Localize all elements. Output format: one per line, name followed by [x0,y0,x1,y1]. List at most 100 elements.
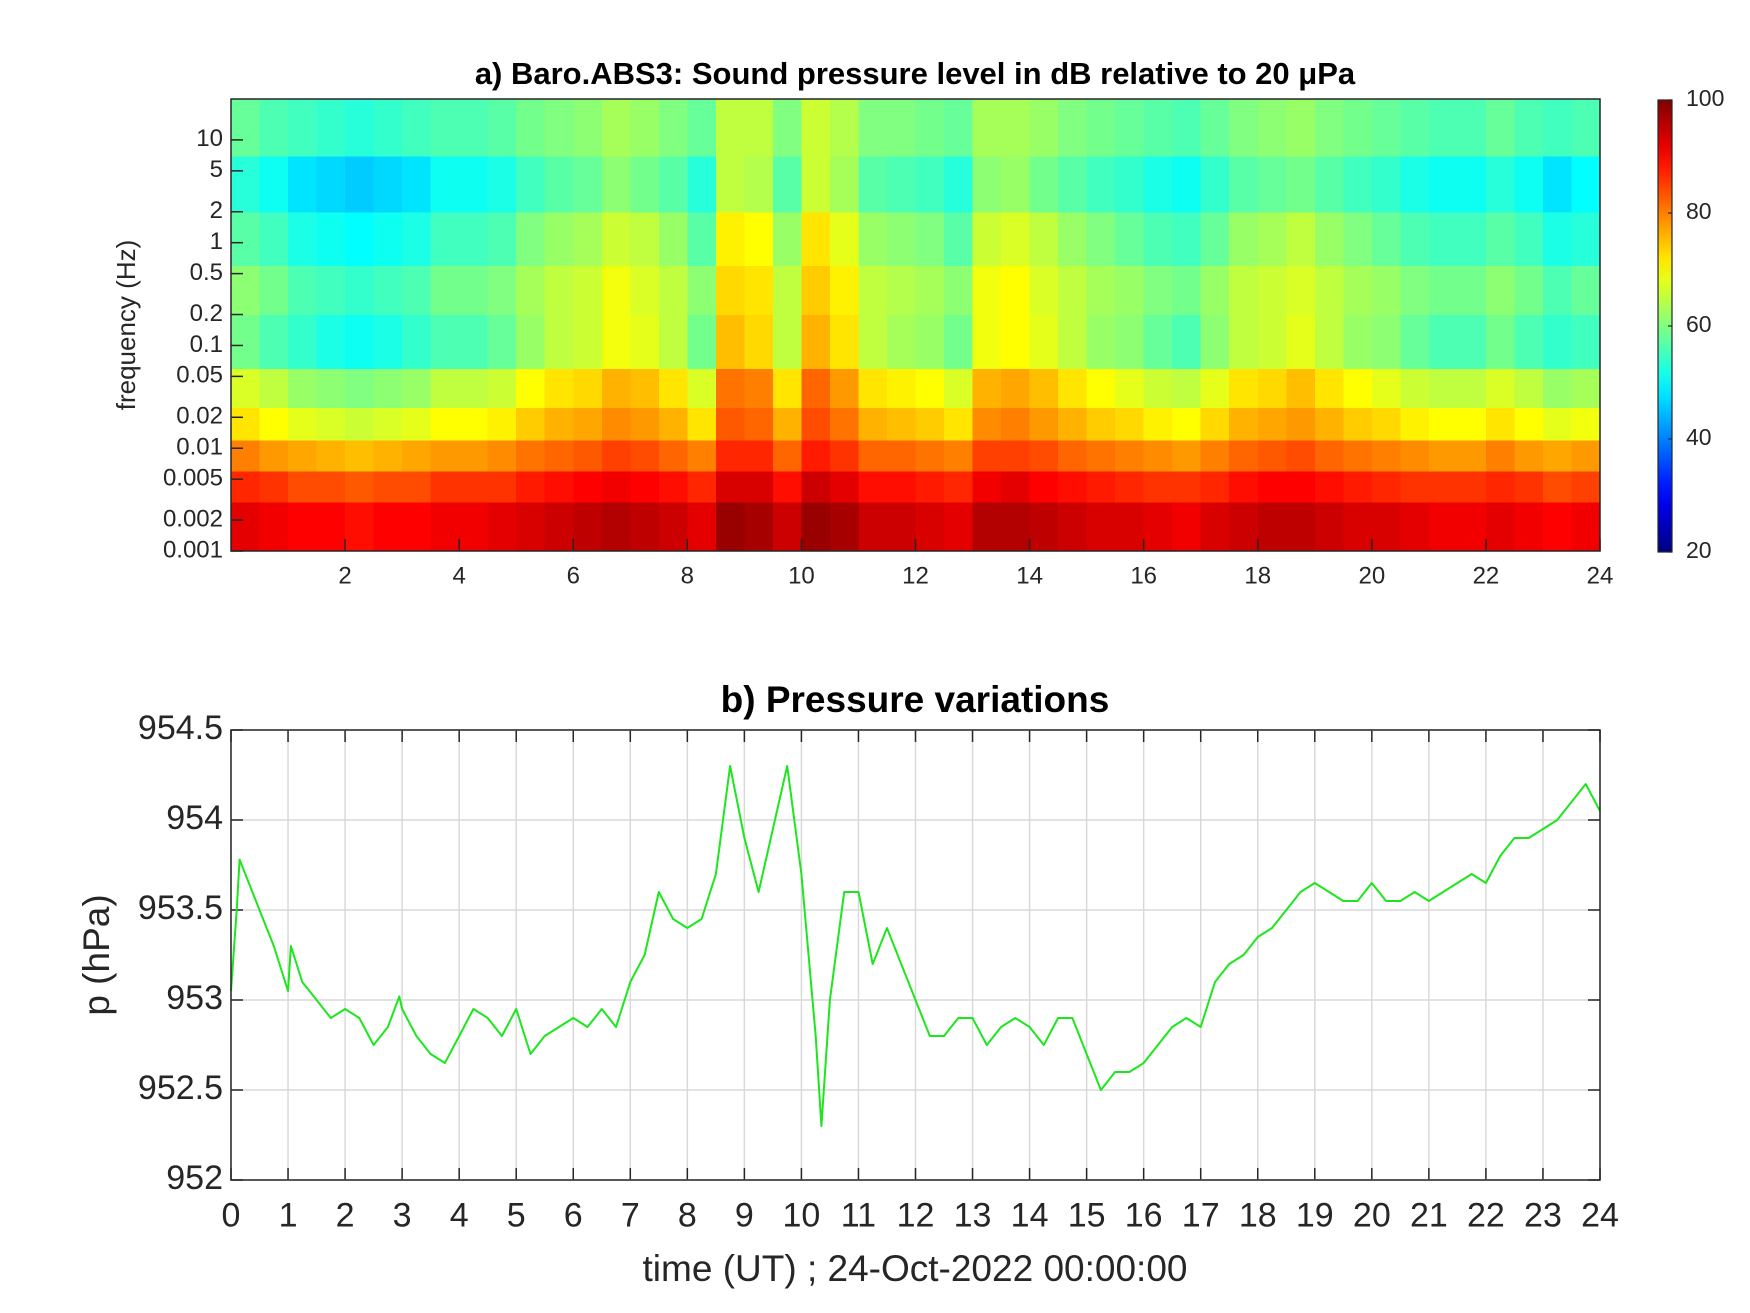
heatmap-cell [516,440,546,472]
heatmap-cell [715,501,745,551]
y-tick-label: 0.1 [190,331,223,358]
heatmap-cell [1428,314,1458,369]
heatmap-cell [1058,265,1088,316]
heatmap-cell [715,407,745,441]
heatmap-cell [373,501,403,551]
heatmap-cell [1428,211,1458,267]
heatmap-cell [944,501,974,551]
heatmap-cell [829,211,860,267]
heatmap-cell [1400,440,1430,472]
heatmap-cell [1457,440,1487,472]
heatmap-cell [658,368,688,408]
heatmap-cell [1229,471,1259,503]
heatmap-cell [487,368,517,408]
heatmap-cell [1143,501,1173,551]
heatmap-cell [1400,314,1430,369]
heatmap-cell [1371,501,1401,551]
heatmap-cell [402,99,432,157]
heatmap-cell [1029,368,1059,408]
x-tick-label: 13 [954,1196,992,1234]
heatmap-cell [1514,99,1544,157]
heatmap-cell [944,211,974,267]
heatmap-cell [1086,211,1116,267]
heatmap-cell [1086,501,1116,551]
heatmap-cell [1257,471,1287,503]
heatmap-cell [1314,211,1344,267]
heatmap-cell [345,211,375,267]
heatmap-cell [744,407,774,441]
heatmap-cell [259,440,289,472]
heatmap-cell [1457,211,1487,267]
heatmap-cell [1086,471,1116,503]
heatmap-cell [772,314,803,369]
heatmap-cell [1257,440,1287,472]
heatmap-cell [601,211,631,267]
heatmap-cell [1172,155,1202,213]
heatmap-cell [573,155,603,213]
heatmap-cell [459,155,489,213]
heatmap-cell [430,471,460,503]
heatmap-cell [345,314,375,369]
heatmap-cell [1371,265,1401,316]
heatmap-cell [630,501,660,551]
heatmap-cell [345,407,375,441]
heatmap-cell [886,407,917,441]
heatmap-cell [772,407,803,441]
x-tick-label: 8 [681,563,694,590]
heatmap-cell [1371,440,1401,472]
heatmap-cell [630,440,660,472]
y-tick-label: 5 [210,156,223,183]
heatmap-cell [288,501,318,551]
heatmap-cell [1086,99,1116,157]
heatmap-cell [601,407,631,441]
heatmap-cell [1286,368,1316,408]
heatmap-cell [573,314,603,369]
heatmap-cell [1514,265,1544,316]
heatmap-cell [715,155,745,213]
heatmap-cell [1343,368,1373,408]
heatmap-cell [573,99,603,157]
heatmap-cell [1400,265,1430,316]
heatmap-cell [630,99,660,157]
heatmap-cell [1314,501,1344,551]
heatmap-cell [288,471,318,503]
heatmap-cell [1314,407,1344,441]
heatmap-cell [829,471,860,503]
heatmap-cell [231,471,261,503]
x-tick-label: 18 [1239,1196,1277,1234]
heatmap-cell [402,314,432,369]
heatmap-cell [1086,440,1116,472]
heatmap-cell [1058,99,1088,157]
heatmap-cell [430,265,460,316]
y-tick-label: 954 [166,799,223,837]
heatmap-cell [858,99,888,157]
heatmap-cell [373,407,403,441]
heatmap-cell [1029,155,1059,213]
heatmap-cell [1314,471,1344,503]
heatmap-cell [288,440,318,472]
y-tick-label: 953.5 [138,889,223,927]
heatmap-cell [430,99,460,157]
heatmap-cell [430,407,460,441]
heatmap-cell [915,314,945,369]
heatmap-cell [886,99,917,157]
heatmap-cell [944,368,974,408]
y-tick-label: 2 [210,197,223,224]
heatmap-cell [1485,501,1516,551]
heatmap-cell [801,155,831,213]
heatmap-cell [516,368,546,408]
y-tick-label: 0.2 [190,300,223,327]
heatmap-cell [1086,407,1116,441]
heatmap-cell [1571,368,1600,408]
x-tick-label: 19 [1296,1196,1334,1234]
heatmap-cell [744,314,774,369]
heatmap-cell [573,407,603,441]
heatmap-cell [1058,155,1088,213]
heatmap-cell [1457,471,1487,503]
heatmap-cell [430,368,460,408]
y-tick-label: 952 [166,1159,223,1197]
heatmap-cell [630,211,660,267]
heatmap-cell [231,211,261,267]
heatmap-cell [231,440,261,472]
